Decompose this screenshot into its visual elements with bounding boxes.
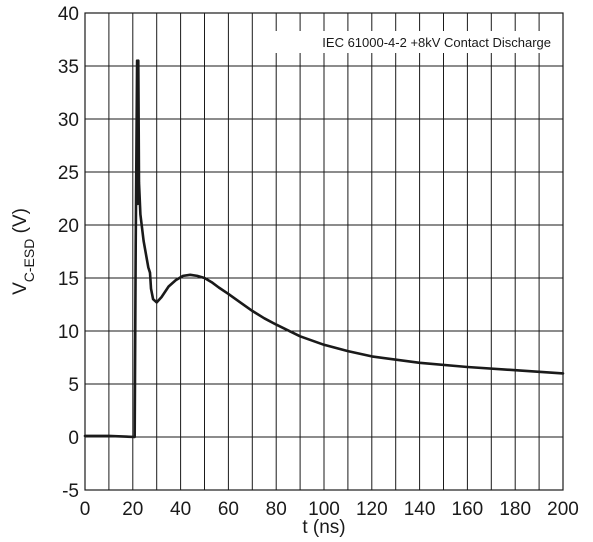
y-axis-label: VC-ESD (V) bbox=[10, 208, 37, 295]
y-tick-label: 25 bbox=[58, 163, 79, 184]
y-tick-label: 0 bbox=[68, 428, 79, 449]
tick-labels: 0 20 40 60 80 100 120 140 160 180 200-505101520253… bbox=[58, 4, 579, 520]
y-axis-label-main: V bbox=[10, 282, 31, 295]
x-tick-label: 80 bbox=[266, 499, 287, 520]
x-tick-label: 60 bbox=[218, 499, 239, 520]
y-tick-label: -5 bbox=[62, 481, 79, 502]
annotation-label: IEC 61000-4-2 +8kV Contact Discharge bbox=[322, 35, 551, 50]
y-tick-label: 5 bbox=[68, 375, 79, 396]
series-line bbox=[83, 59, 565, 439]
annotation-background bbox=[254, 31, 561, 53]
x-tick-label: 180 bbox=[499, 499, 531, 520]
y-tick-label: 10 bbox=[58, 322, 79, 343]
annotation-box: IEC 61000-4-2 +8kV Contact Discharge bbox=[254, 31, 561, 53]
y-tick-label: 35 bbox=[58, 57, 79, 78]
x-tick-label: 20 bbox=[122, 499, 143, 520]
y-tick-label: 30 bbox=[58, 110, 79, 131]
x-tick-label: 0 bbox=[80, 499, 91, 520]
x-axis-label: t (ns) bbox=[302, 517, 345, 538]
y-axis-label-unit: (V) bbox=[10, 208, 31, 239]
x-tick-label: 140 bbox=[404, 499, 436, 520]
x-tick-label: 120 bbox=[356, 499, 388, 520]
y-tick-label: 40 bbox=[58, 4, 79, 25]
grid bbox=[85, 13, 563, 490]
y-tick-label: 15 bbox=[58, 269, 79, 290]
x-tick-label: 40 bbox=[170, 499, 191, 520]
x-tick-label: 100 bbox=[308, 499, 340, 520]
y-tick-label: 20 bbox=[58, 216, 79, 237]
x-tick-label: 200 bbox=[547, 499, 579, 520]
plot-frame bbox=[84, 12, 564, 491]
x-tick-label: 160 bbox=[452, 499, 484, 520]
y-axis-label-subscript: C-ESD bbox=[21, 239, 37, 283]
